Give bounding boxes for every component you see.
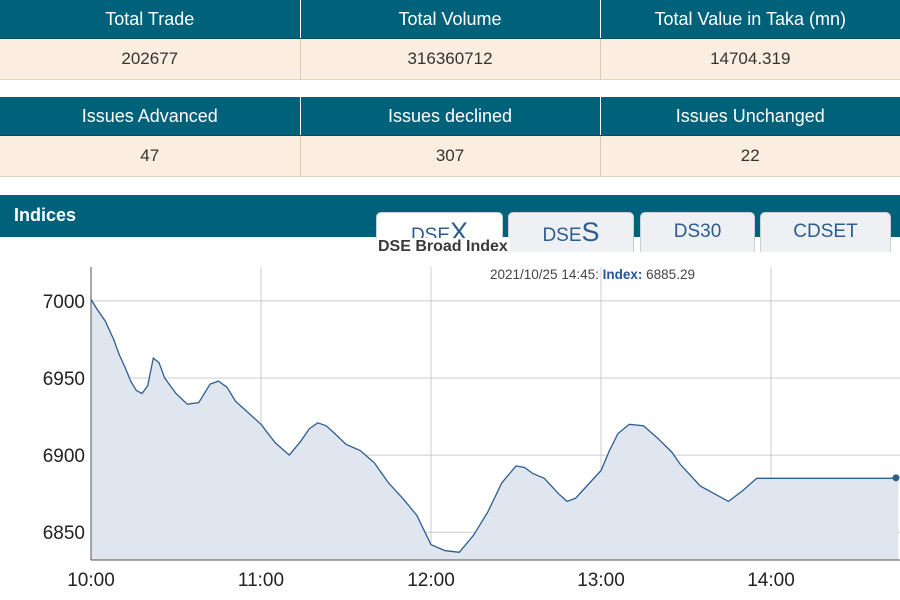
indices-title: Indices	[14, 205, 77, 225]
total-trade-value: 202677	[0, 38, 301, 80]
issues-table: Issues Advanced Issues declined Issues U…	[0, 97, 900, 177]
last-point-marker	[892, 474, 900, 482]
market-summary-table: Total Trade Total Volume Total Value in …	[0, 0, 900, 80]
issues-advanced-value: 47	[0, 135, 301, 177]
total-value-header: Total Value in Taka (mn)	[600, 0, 900, 39]
series-area	[91, 299, 899, 560]
issues-unchanged-header: Issues Unchanged	[600, 97, 900, 136]
index-chart-area: 6850 6900 6950 7000 10:00 11:00 12:00 13:00 14:0…	[0, 252, 900, 600]
y-tick-label: 6900	[43, 446, 85, 467]
issues-declined-header: Issues declined	[300, 97, 601, 136]
x-tick-label: 14:00	[747, 570, 795, 591]
total-volume-value: 316360712	[300, 38, 601, 80]
issues-unchanged-value: 22	[600, 135, 900, 177]
x-tick-label: 10:00	[67, 570, 115, 591]
issues-declined-value: 307	[300, 135, 601, 177]
total-trade-header: Total Trade	[0, 0, 301, 39]
total-value-value: 14704.319	[600, 38, 900, 80]
tab-cdset[interactable]: CDSET	[760, 212, 891, 252]
tab-ds30[interactable]: DS30	[640, 212, 755, 252]
y-tick-label: 6850	[43, 523, 85, 544]
y-tick-label: 6950	[43, 369, 85, 390]
x-tick-label: 13:00	[577, 570, 625, 591]
issues-advanced-header: Issues Advanced	[0, 97, 301, 136]
tab-dses-prefix: DSE	[542, 225, 582, 246]
tooltip-value: 6885.29	[646, 267, 695, 282]
tab-dses[interactable]: DSES	[508, 212, 634, 252]
tab-cdset-label: CDSET	[793, 221, 858, 242]
x-tick-label: 11:00	[238, 570, 284, 591]
x-tick-label: 12:00	[407, 570, 455, 591]
total-volume-header: Total Volume	[300, 0, 601, 39]
chart-tooltip: 2021/10/25 14:45: Index: 6885.29	[490, 267, 695, 282]
tab-ds30-label: DS30	[673, 221, 722, 242]
series-line	[90, 299, 899, 553]
tooltip-label: Index:	[602, 267, 643, 282]
tab-dses-suffix: S	[581, 217, 600, 247]
chart-title: DSE Broad Index	[376, 238, 510, 256]
index-chart: 6850 6900 6950 7000 10:00 11:00 12:00 13:00 14:0…	[43, 267, 900, 591]
y-tick-label: 7000	[43, 292, 85, 313]
tooltip-datetime: 2021/10/25 14:45:	[490, 267, 599, 282]
